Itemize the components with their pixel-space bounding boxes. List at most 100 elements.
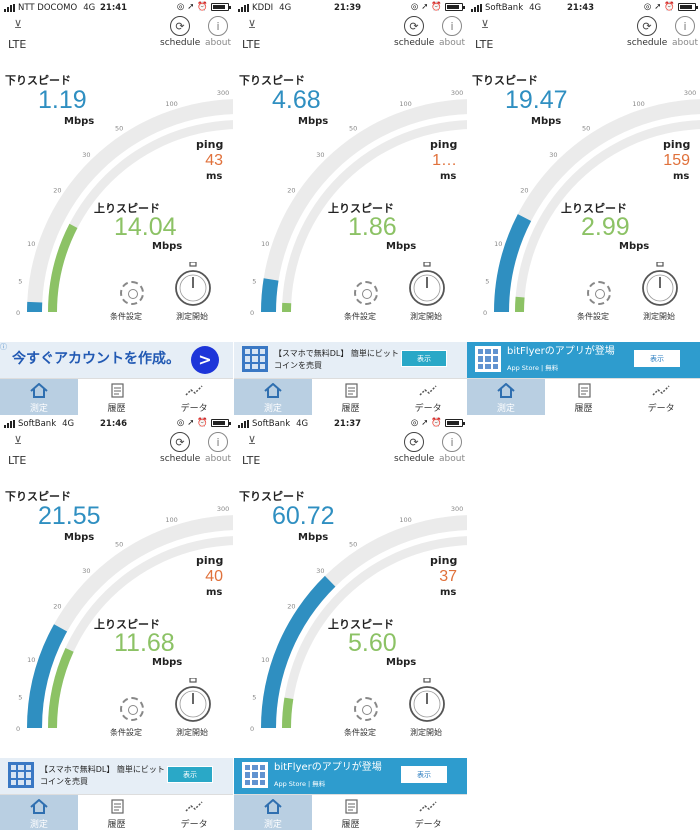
download-label: 下りスピード	[5, 490, 71, 503]
history-icon	[108, 383, 126, 398]
stopwatch-icon[interactable]	[173, 262, 213, 308]
stopwatch-icon[interactable]	[173, 678, 213, 724]
scale-tick-label: 5	[252, 693, 256, 701]
tab-measure[interactable]: 測定	[234, 379, 312, 415]
scale-tick-label: 100	[165, 100, 177, 108]
ping-label: ping	[430, 138, 458, 151]
ping-value: 37	[439, 568, 457, 585]
history-icon	[342, 799, 360, 814]
schedule-button[interactable]: ⟳ schedule	[394, 16, 434, 54]
tab-history[interactable]: 履歴	[312, 379, 390, 415]
gear-icon[interactable]	[354, 697, 378, 721]
chart-icon	[185, 383, 203, 398]
ad-show-button[interactable]: 表示	[401, 350, 447, 367]
tab-history[interactable]: 履歴	[545, 379, 623, 415]
ad-banner[interactable]: bitFlyerのアプリが登場 App Store | 無料 表示	[234, 758, 467, 794]
about-button[interactable]: i about	[198, 432, 233, 470]
stopwatch-icon[interactable]	[407, 678, 447, 724]
stopwatch-icon[interactable]	[407, 262, 447, 308]
tab-data[interactable]: データ	[389, 795, 467, 830]
ad-banner[interactable]: bitFlyerのアプリが登場 App Store | 無料 表示	[467, 342, 700, 378]
tab-measure[interactable]: 測定	[467, 379, 545, 415]
tab-data[interactable]: データ	[155, 379, 233, 415]
about-label: about	[439, 38, 465, 48]
location-icon: ➚	[421, 2, 429, 12]
gear-icon[interactable]	[120, 281, 144, 305]
start-label: 測定開始	[410, 312, 442, 321]
status-bar: KDDI 4G 21:39 ◎ ➚ ⏰	[234, 0, 467, 16]
carrier-name: SoftBank	[485, 3, 524, 13]
chart-icon	[185, 799, 203, 814]
scale-tick-label: 30	[549, 151, 557, 159]
ad-arrow-button[interactable]: >	[191, 346, 219, 374]
tab-measure[interactable]: 測定	[0, 379, 78, 415]
alarm-icon: ⏰	[431, 2, 442, 12]
carrier-name: NTT DOCOMO	[18, 3, 78, 13]
gear-icon[interactable]	[354, 281, 378, 305]
tab-data[interactable]: データ	[155, 795, 233, 830]
ad-show-button[interactable]: 表示	[167, 766, 213, 783]
app-screen: SoftBank 4G 21:37 ◎ ➚ ⏰ ⊻ LTE ⟳ schedule i about 0 5 1…	[234, 416, 467, 830]
scale-tick-label: 30	[82, 151, 90, 159]
about-button[interactable]: i about	[432, 16, 467, 54]
home-icon	[30, 382, 48, 398]
schedule-button[interactable]: ⟳ schedule	[627, 16, 667, 54]
tab-label: 測定	[263, 404, 282, 414]
scale-tick-label: 20	[287, 602, 295, 610]
settings-label: 条件設定	[344, 728, 376, 737]
tab-label: 履歴	[341, 820, 360, 830]
location-icon: ➚	[187, 418, 195, 428]
download-arc	[261, 575, 336, 728]
home-icon	[264, 798, 282, 814]
schedule-label: schedule	[160, 454, 201, 464]
history-icon	[342, 383, 360, 398]
scale-tick-label: 100	[165, 516, 177, 524]
app-icon	[242, 346, 268, 372]
tab-history[interactable]: 履歴	[312, 795, 390, 830]
schedule-button[interactable]: ⟳ schedule	[160, 16, 200, 54]
about-button[interactable]: i about	[198, 16, 233, 54]
stopwatch-icon[interactable]	[640, 262, 680, 308]
tab-data[interactable]: データ	[389, 379, 467, 415]
ad-show-button[interactable]: 表示	[634, 350, 680, 367]
status-icons: ◎ ➚ ⏰	[177, 418, 231, 428]
scale-tick-label: 5	[18, 693, 22, 701]
download-label: 下りスピード	[239, 74, 305, 87]
tab-history[interactable]: 履歴	[78, 795, 156, 830]
tab-history[interactable]: 履歴	[78, 379, 156, 415]
schedule-button[interactable]: ⟳ schedule	[160, 432, 200, 470]
schedule-button[interactable]: ⟳ schedule	[394, 432, 434, 470]
info-icon: i	[442, 432, 462, 452]
gear-icon[interactable]	[120, 697, 144, 721]
start-label: 測定開始	[176, 728, 208, 737]
ad-text: 【スマホで無料DL】 簡単にビットコインを売買	[274, 349, 399, 370]
tab-label: データ	[414, 820, 442, 830]
status-icons: ◎ ➚ ⏰	[411, 2, 465, 12]
about-button[interactable]: i about	[432, 432, 467, 470]
settings-label: 条件設定	[110, 728, 142, 737]
gear-icon[interactable]	[587, 281, 611, 305]
tab-label: データ	[180, 820, 208, 830]
about-button[interactable]: i about	[665, 16, 700, 54]
download-arc	[261, 278, 279, 312]
ad-banner[interactable]: 【スマホで無料DL】 簡単にビットコインを売買 表示	[0, 758, 233, 794]
signal-icon	[238, 4, 249, 12]
ad-text: bitFlyerのアプリが登場	[274, 762, 382, 773]
antenna-icon: ⊻	[247, 18, 257, 31]
tab-measure[interactable]: 測定	[234, 795, 312, 830]
tab-measure[interactable]: 測定	[0, 795, 78, 830]
ad-banner[interactable]: 【スマホで無料DL】 簡単にビットコインを売買 表示	[234, 342, 467, 378]
scale-tick-label: 0	[250, 725, 254, 733]
ad-banner[interactable]: ⓘ 今すぐアカウントを作成。 >	[0, 342, 233, 378]
scale-tick-label: 0	[16, 309, 20, 317]
tab-data[interactable]: データ	[622, 379, 700, 415]
home-icon	[30, 798, 48, 814]
ad-show-button[interactable]: 表示	[401, 766, 447, 783]
antenna-icon: ⊻	[480, 18, 490, 31]
download-speed: 60.72	[272, 502, 335, 530]
ping-unit: ms	[440, 171, 457, 182]
battery-icon	[211, 3, 231, 11]
tab-bar: 測定 履歴 データ	[0, 378, 233, 415]
ad-info-icon: ⓘ	[0, 343, 7, 351]
tab-label: 履歴	[341, 404, 360, 414]
